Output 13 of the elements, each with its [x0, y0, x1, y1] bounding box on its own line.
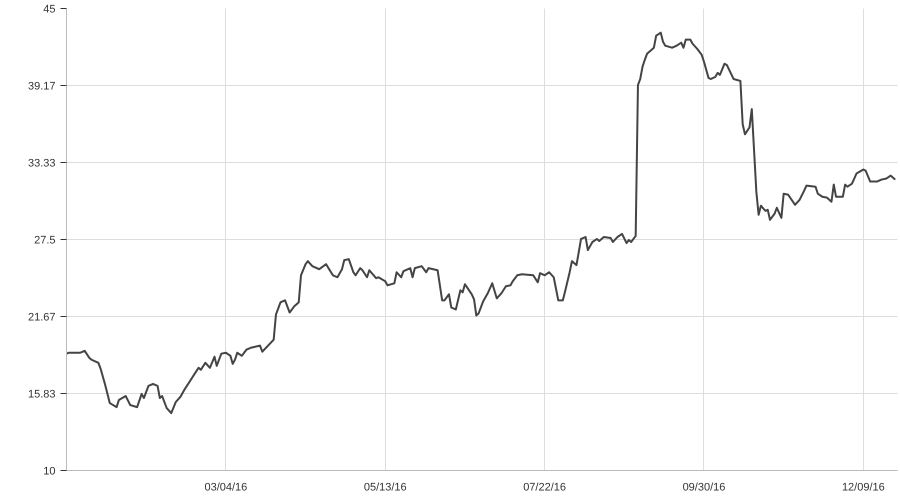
y-tick-label: 45 — [43, 4, 56, 16]
y-tick-label: 39.17 — [28, 80, 56, 92]
x-tick-label: 09/30/16 — [682, 482, 726, 494]
line-series — [66, 32, 896, 414]
x-tick-label: 07/22/16 — [523, 482, 566, 494]
x-tick-label: 05/13/16 — [364, 482, 407, 494]
y-tick-label: 15.83 — [28, 388, 56, 401]
y-tick-label: 21.67 — [28, 311, 56, 324]
x-tick-label: 03/04/16 — [204, 482, 248, 494]
x-tick-label: 12/09/16 — [842, 482, 885, 494]
y-tick-label: 27.5 — [34, 234, 56, 246]
y-tick-label: 10 — [43, 466, 56, 478]
y-tick-label: 33.33 — [28, 158, 56, 170]
